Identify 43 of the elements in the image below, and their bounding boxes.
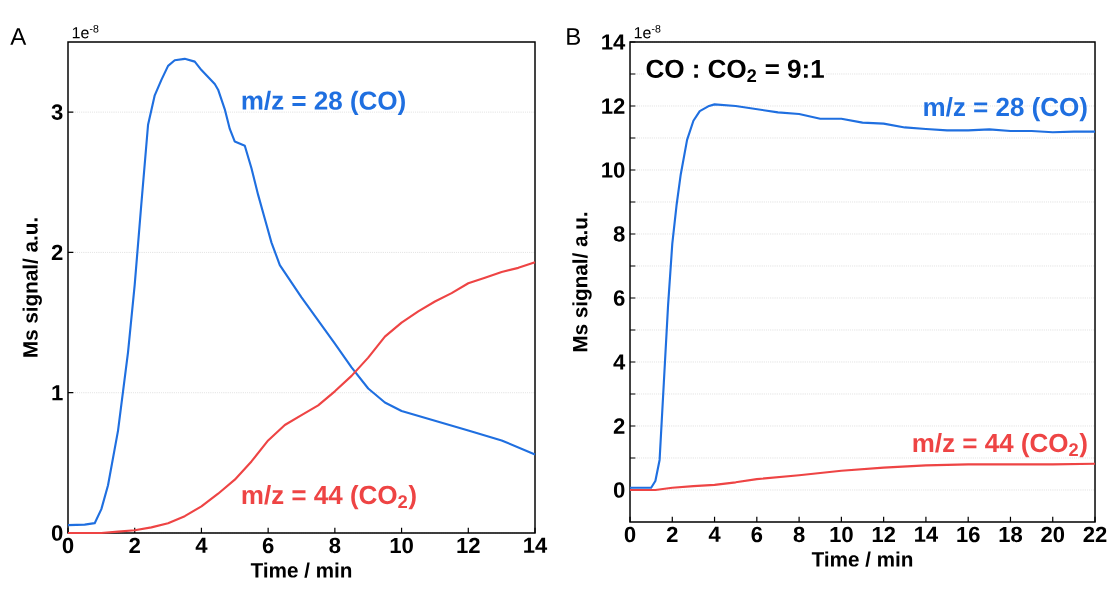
x-tick-label: 0: [62, 537, 74, 554]
x-tick-label: 2: [666, 526, 678, 543]
x-tick-label: 8: [329, 537, 341, 554]
y-tick-label: 0: [613, 482, 625, 498]
x-tick-label: 20: [1041, 526, 1065, 543]
y-axis-title: Ms signal/ a.u.: [572, 212, 592, 352]
series-label: m/z = 28 (CO): [242, 90, 405, 115]
y-tick-label: 12: [602, 98, 625, 114]
y-tick-label: 2: [51, 244, 63, 261]
x-tick-label: 12: [457, 537, 480, 554]
series-label: m/z = 28 (CO): [924, 97, 1087, 122]
x-tick-label: 14: [524, 537, 548, 553]
series-label: m/z = 44 (CO$_{2}$): [242, 485, 416, 510]
x-tick-label: 6: [262, 537, 274, 554]
y-tick-label: 1: [52, 385, 63, 401]
y-tick-label: 2: [613, 418, 625, 434]
y-tick-label: 3: [51, 104, 63, 120]
x-tick-label: 10: [830, 526, 853, 543]
series-label: m/z = 44 (CO$_{2}$): [913, 433, 1087, 458]
x-tick-label: 6: [751, 526, 763, 543]
x-tick-label: 4: [195, 537, 208, 553]
x-tick-label: 2: [129, 537, 140, 554]
x-tick-label: 16: [957, 526, 980, 543]
x-tick-label: 22: [1083, 526, 1107, 543]
chart-title: B: [567, 28, 581, 45]
y-tick-label: 8: [613, 226, 625, 242]
y-tick-label: 10: [602, 162, 625, 178]
x-tick-label: 18: [999, 526, 1023, 543]
x-tick-label: 10: [390, 537, 413, 554]
x-axis-title: Time / min: [250, 562, 352, 578]
chart-title: A: [10, 28, 27, 45]
y-axis-title: Ms signal/ a.u.: [22, 218, 42, 357]
y-tick-label: 14: [602, 34, 626, 50]
x-tick-label: 14: [915, 526, 939, 542]
text: 1e$^{-8}$: [72, 24, 99, 39]
x-axis-title: Time / min: [811, 551, 913, 567]
x-tick-label: 12: [872, 526, 895, 543]
x-tick-label: 4: [708, 526, 721, 542]
y-tick-label: 6: [613, 290, 625, 306]
text: 1e$^{-8}$: [634, 24, 661, 39]
annotation: CO : CO$_{2}$ = 9:1: [646, 59, 824, 82]
y-tick-label: 4: [613, 354, 626, 370]
x-tick-label: 8: [793, 526, 805, 543]
